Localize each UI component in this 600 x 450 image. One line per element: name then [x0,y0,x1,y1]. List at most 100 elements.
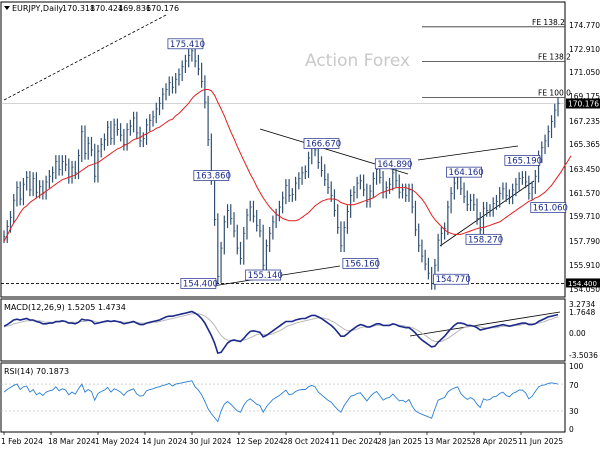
price-bar [463,182,466,204]
price-bar [123,128,126,151]
price-bar [486,201,489,217]
time-tick-label: 28 Oct 2024 [283,437,330,446]
price-bar [149,114,152,132]
price-bar [29,171,32,197]
price-tick: 159.710 [569,212,600,221]
price-bar [120,123,123,142]
price-tick: 161.570 [569,189,600,198]
price-bar [447,200,450,235]
price-bar [97,144,100,183]
price-bar [528,175,531,200]
price-annotation: 158.270 [465,233,503,245]
price-bar [213,172,217,226]
price-bar [304,165,307,180]
price-bar [482,201,486,237]
ohlc-high: 170.424 [90,4,123,13]
macd-tick: 1.7648 [569,308,595,317]
price-bar [126,123,129,151]
price-bar [269,226,272,253]
price-bar [48,169,51,189]
price-bar [411,183,414,214]
price-bar [77,149,81,180]
price-bar [87,136,90,160]
price-bar [71,160,74,184]
price-annotation: 164.160 [446,166,484,178]
current-price-tag [566,98,600,109]
price-annotation-label: 163.860 [196,172,231,182]
price-bar [291,188,294,202]
price-bar [298,172,301,190]
price-bar [421,239,424,263]
rsi-tick: 70 [569,381,579,390]
price-bar [116,118,119,136]
price-bar [473,193,476,212]
price-bar [437,233,440,272]
time-tick-label: 11 Jun 2025 [518,437,563,446]
price-annotation-label: 161.060 [533,203,568,213]
collapse-triangle-icon[interactable] [4,6,10,10]
price-bar [90,136,94,157]
macd-title: MACD(12,26,9) 1.5205 1.4734 [4,303,126,312]
price-bar [337,204,340,234]
price-bar [333,189,337,217]
price-bar [340,221,343,253]
price-bar [554,103,557,128]
watermark: Action Forex [305,51,410,71]
fe-level-label-1: FE 138.2 [532,18,565,27]
price-bar [16,181,19,207]
price-bar [466,190,469,212]
price-bar [285,179,288,205]
price-bar [226,204,230,229]
price-bar [162,87,165,110]
fe-level-label-3: FE 100.0 [538,89,571,98]
price-bar [103,133,107,151]
price-bar [188,49,191,68]
rsi-tick: 30 [569,407,579,416]
price-bar [26,171,29,191]
price-bar [353,185,356,202]
price-bar [385,181,388,199]
macd-tick: 0.00 [569,329,586,338]
price-annotation-label: 165.190 [507,156,542,166]
macd-main-line [3,310,559,355]
time-tick-label: 28 Jan 2025 [377,437,422,446]
rsi-title: RSI(14) 70.1873 [4,367,69,376]
price-annotation-label: 154.770 [436,275,471,285]
price-bar [405,183,408,202]
price-bar [13,193,16,224]
price-bar [398,174,401,199]
price-bar [175,73,178,94]
price-bar [343,221,346,253]
price-bar [61,155,64,176]
price-annotation: 164.890 [374,158,412,170]
time-tick-label: 13 Mar 2025 [424,437,472,446]
price-bar [84,125,87,160]
price-bar [168,76,171,96]
price-bar [22,177,26,206]
price-bar [81,125,84,162]
trendline-macd [409,311,561,337]
price-bar [278,200,281,222]
price-bar [492,197,495,217]
price-bar [479,212,482,237]
price-bar [233,212,236,238]
price-bar [158,96,162,116]
price-bar [64,155,68,172]
price-annotation: 166.670 [303,138,341,149]
price-bar [145,118,149,145]
price-annotation: 163.860 [193,170,231,182]
price-bar [243,226,246,265]
price-bar [453,176,456,200]
price-bar [359,174,362,190]
price-bar [19,181,22,206]
price-bar [418,223,421,253]
price-bar [476,198,479,225]
price-bar [165,83,168,101]
price-bar [272,215,275,240]
price-bar [58,155,61,176]
price-annotation: 154.770 [433,273,471,285]
price-annotation-label: 166.670 [306,139,341,149]
price-bar [450,187,453,214]
price-bar [489,204,492,217]
